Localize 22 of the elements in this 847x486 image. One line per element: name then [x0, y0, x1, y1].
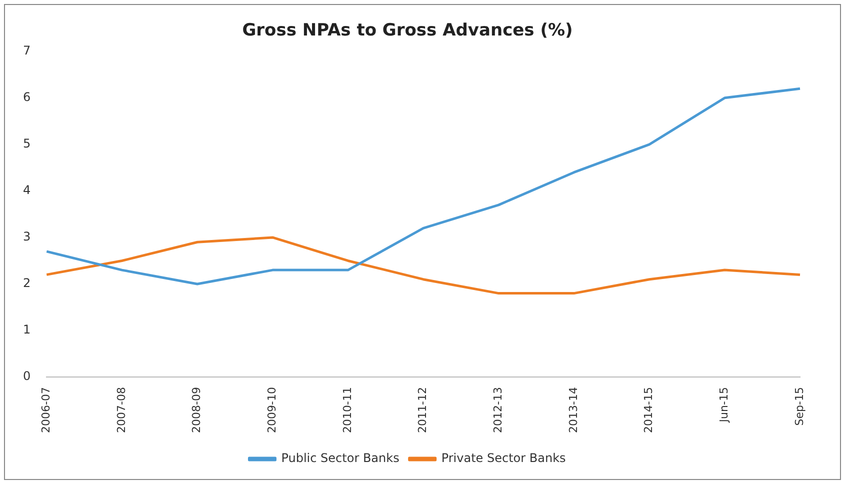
y-tick-label: 1 [22, 322, 31, 337]
chart-title: Gross NPAs to Gross Advances (%) [242, 20, 573, 41]
x-tick-label: 2012-13 [492, 387, 505, 434]
x-tick-label: 2014-15 [642, 387, 656, 434]
x-tick-label: 2007-08 [114, 387, 128, 434]
legend-label: Public Sector Banks [281, 451, 400, 466]
y-tick-label: 0 [22, 369, 31, 384]
x-tick-label: 2009-10 [266, 387, 279, 434]
y-tick-label: 7 [22, 44, 31, 58]
y-tick-label: 3 [22, 230, 31, 244]
x-tick-label: Jun-15 [718, 387, 731, 424]
y-tick-label: 4 [22, 183, 31, 198]
x-tick-label: 2010-11 [340, 387, 354, 434]
x-tick-label: 2011-12 [416, 387, 430, 434]
x-tick-label: 2008-09 [190, 387, 204, 434]
y-tick-label: 6 [22, 90, 31, 104]
x-tick-label: Sep-15 [792, 387, 806, 426]
y-tick-label: 2 [22, 276, 31, 290]
legend-label: Private Sector Banks [441, 451, 566, 466]
y-tick-label: 5 [22, 136, 31, 151]
x-tick-label: 2013-14 [566, 387, 580, 434]
x-tick-label: 2006-07 [39, 387, 52, 434]
